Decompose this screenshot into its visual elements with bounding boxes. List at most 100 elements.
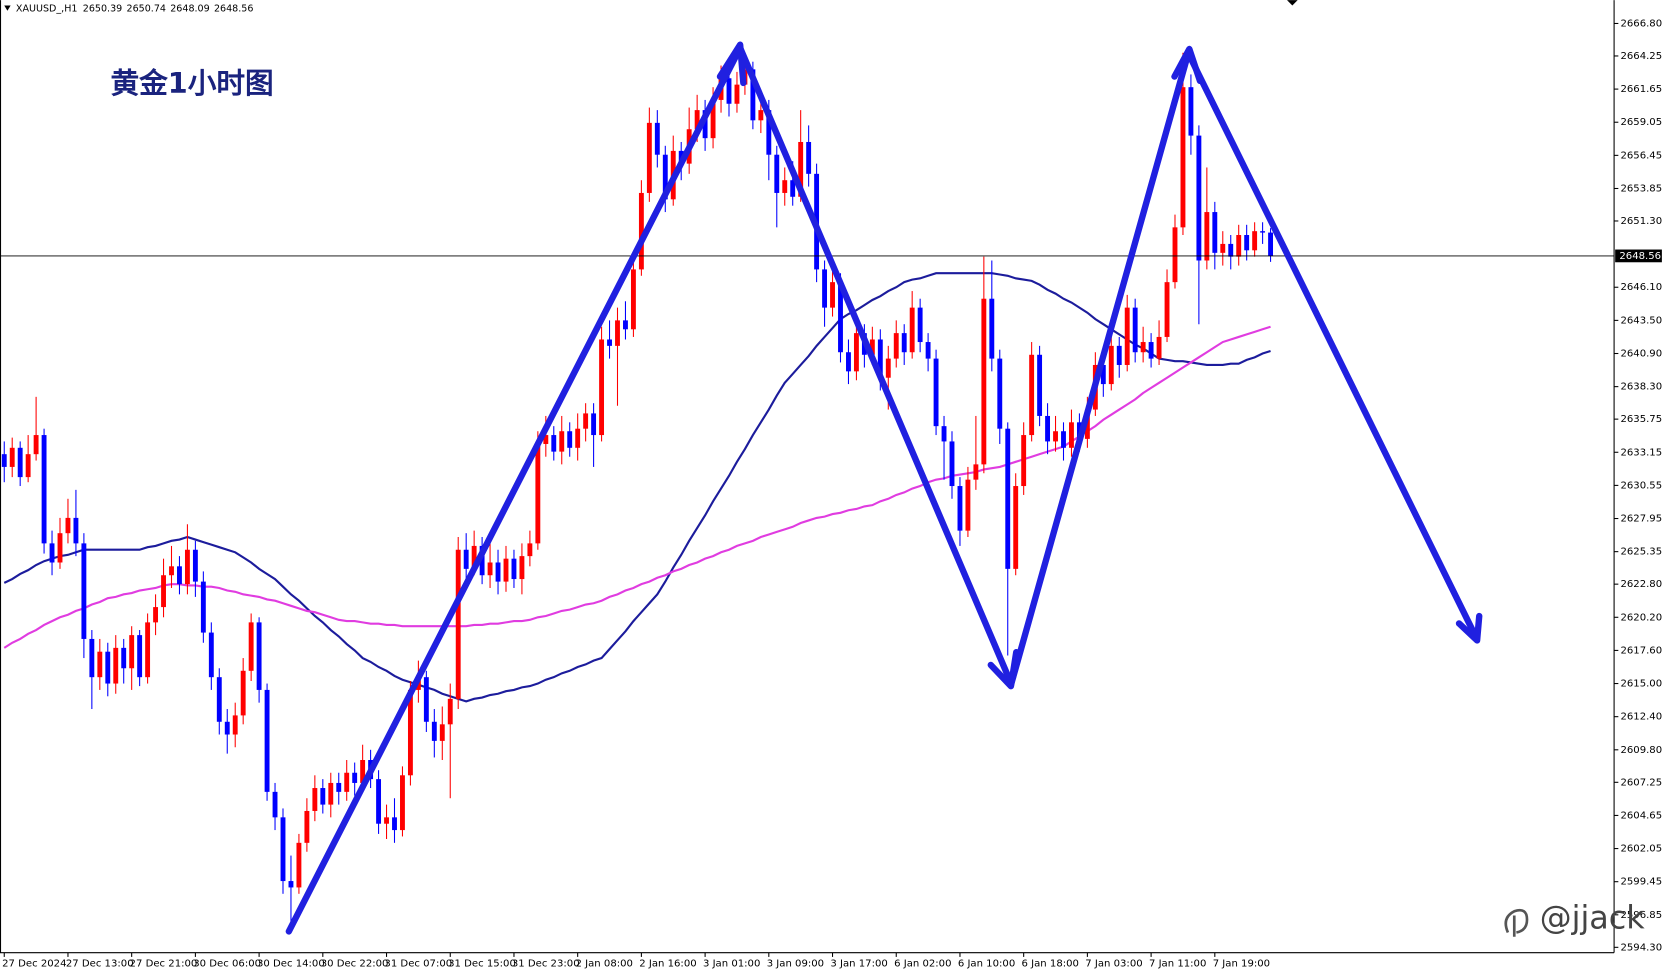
- candle-body: [782, 180, 788, 193]
- x-tick-label: 31 Dec 15:00: [448, 958, 516, 969]
- candle-body: [989, 298, 995, 359]
- candle-body: [766, 110, 772, 155]
- candle-body: [654, 122, 660, 155]
- candle-body: [1164, 282, 1170, 337]
- candle-body: [41, 435, 47, 544]
- x-tick-label: 30 Dec 06:00: [193, 958, 261, 969]
- x-tick-label: 7 Jan 11:00: [1149, 958, 1206, 969]
- candle-body: [933, 358, 939, 427]
- candle-body: [630, 269, 636, 330]
- y-tick-label: 2638.30: [1620, 382, 1662, 393]
- candle-body: [599, 339, 605, 436]
- arrow-up-1: [285, 44, 744, 935]
- candle-body: [734, 84, 740, 104]
- candle-body: [423, 677, 429, 722]
- candle-body: [471, 545, 477, 569]
- candle-body: [551, 435, 557, 452]
- last-high: 2650.74: [127, 3, 166, 14]
- x-tick-label: 30 Dec 14:00: [257, 958, 325, 969]
- candle-body: [583, 413, 589, 429]
- candle-body: [638, 192, 644, 270]
- candle-body: [1236, 234, 1242, 257]
- pattern-arrows: [285, 41, 1483, 935]
- candle-body: [57, 533, 63, 563]
- arrow-down-1: [736, 44, 1015, 687]
- candle-body: [89, 638, 95, 678]
- candle-body: [519, 556, 525, 580]
- last-open: 2650.39: [83, 3, 122, 14]
- ma-layer: [3, 272, 1271, 703]
- candle-body: [853, 333, 859, 372]
- x-tick-label: 27 Dec 2024: [2, 958, 66, 969]
- candle-body: [917, 307, 923, 343]
- candle-body: [1116, 345, 1122, 365]
- arrow-down-2: [1185, 50, 1480, 641]
- chart-title: 黄金1小时图: [110, 66, 273, 100]
- candle-body: [312, 788, 318, 811]
- y-tick-label: 2640.90: [1620, 349, 1662, 360]
- candle-body: [216, 677, 222, 722]
- x-tick-label: 6 Jan 18:00: [1022, 958, 1079, 969]
- candle-body: [447, 698, 453, 725]
- candle-body: [1108, 345, 1114, 385]
- x-tick-label: 7 Jan 19:00: [1213, 958, 1270, 969]
- y-tick-label: 2620.20: [1620, 612, 1662, 623]
- candle-body: [957, 486, 963, 531]
- candle-body: [232, 715, 238, 735]
- candle-body: [1148, 342, 1154, 359]
- candle-body: [280, 817, 286, 882]
- y-tick-label: 2659.05: [1620, 117, 1662, 128]
- candle-body: [830, 282, 835, 308]
- candle-body: [272, 791, 278, 818]
- candle-body: [774, 154, 780, 193]
- y-tick-label: 2604.65: [1620, 810, 1662, 821]
- candle-body: [25, 454, 31, 478]
- x-tick-label: 27 Dec 13:00: [66, 958, 134, 969]
- candle-body: [145, 622, 151, 678]
- candle-body: [527, 543, 533, 557]
- y-tick-label: 2646.10: [1620, 282, 1662, 293]
- candle-body: [511, 558, 517, 580]
- candle-body: [1140, 342, 1146, 353]
- y-tick-label: 2630.55: [1620, 480, 1662, 491]
- shift-marker: [1287, 0, 1298, 6]
- candle-body: [1021, 435, 1027, 487]
- arrowhead: [716, 41, 747, 87]
- candle-body: [97, 651, 103, 678]
- candle-body: [264, 689, 270, 792]
- y-tick-label: 2599.45: [1620, 877, 1662, 888]
- candle-body: [1100, 364, 1106, 385]
- candle-body: [400, 775, 405, 831]
- candle-body: [129, 635, 135, 669]
- candle-body: [224, 721, 230, 735]
- x-tick-label: 2 Jan 16:00: [639, 958, 696, 969]
- candle-body: [208, 632, 214, 678]
- candle-body: [901, 333, 907, 353]
- candle-body: [710, 99, 716, 139]
- symbol: XAUUSD_,H1: [16, 3, 78, 14]
- x-tick-label: 27 Dec 21:00: [130, 958, 198, 969]
- candle-body: [646, 122, 652, 193]
- x-tick-label: 6 Jan 02:00: [894, 958, 951, 969]
- candle-body: [256, 622, 262, 690]
- candle-body: [463, 549, 469, 569]
- candle-body: [758, 110, 764, 121]
- candle-body: [177, 566, 182, 585]
- candle-body: [296, 842, 302, 888]
- candle-body: [1244, 234, 1250, 251]
- last-price-box: [1615, 249, 1662, 263]
- candle-body: [479, 545, 485, 576]
- candle-body: [941, 426, 947, 442]
- candle-body: [1252, 231, 1258, 251]
- candle-body: [1204, 212, 1210, 261]
- candle-body: [750, 69, 756, 121]
- candle-body: [65, 517, 71, 534]
- y-tick-label: 2594.30: [1620, 942, 1662, 953]
- candle-body: [240, 670, 246, 716]
- y-tick-label: 2653.85: [1620, 183, 1662, 194]
- candle-body: [320, 788, 326, 805]
- arrow-up-2: [1007, 50, 1192, 689]
- candle-body: [304, 810, 310, 843]
